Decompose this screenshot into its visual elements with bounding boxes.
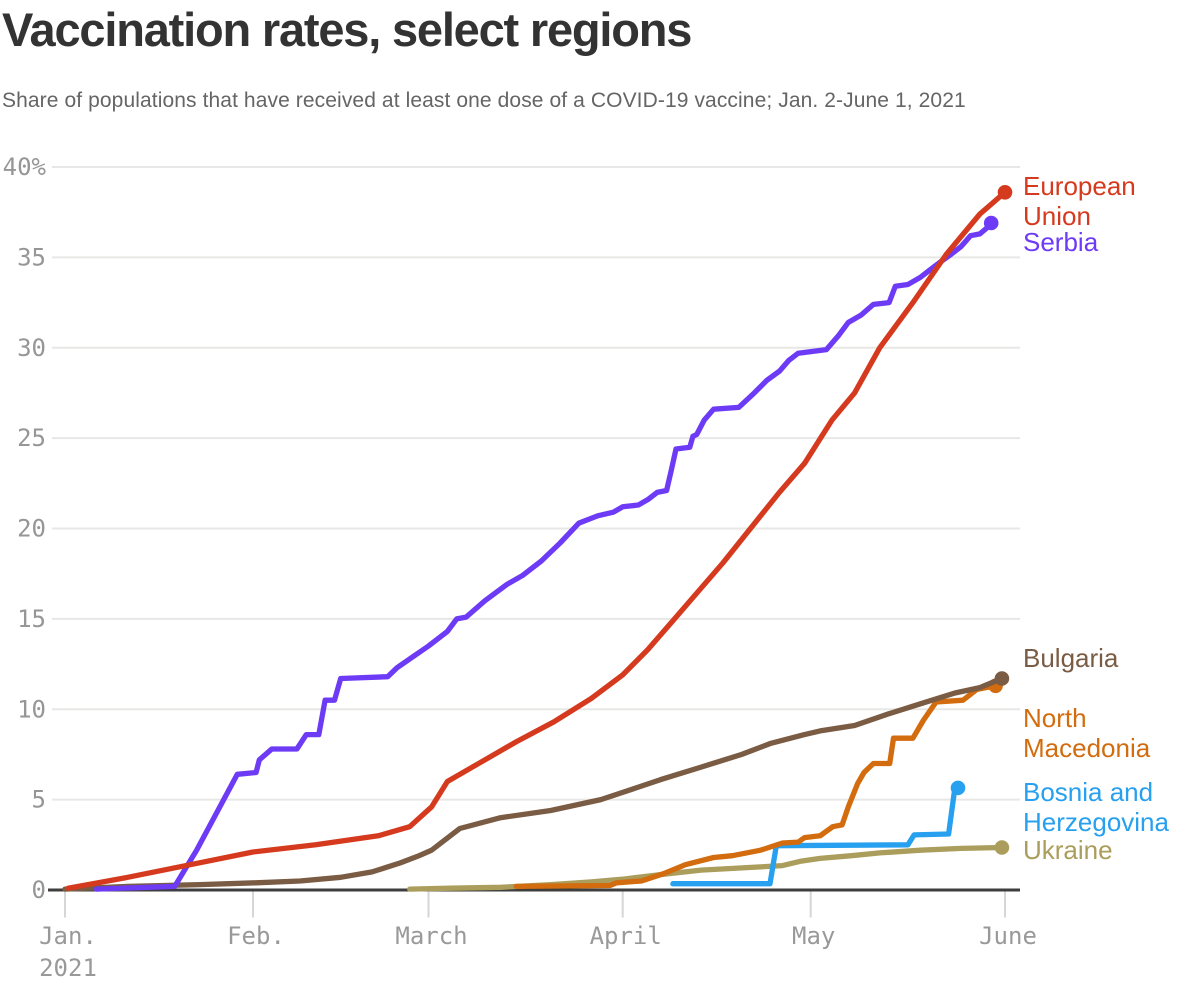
series-label-serbia: Serbia (1023, 227, 1098, 257)
x-tick-label-May: May (792, 922, 835, 950)
x-tick-label-March: March (395, 922, 467, 950)
series-line-serbia (93, 220, 994, 892)
x-tick-year-label: 2021 (39, 954, 97, 982)
series-label-line: North (1023, 703, 1087, 733)
series-label-line: Macedonia (1023, 733, 1151, 763)
x-axis-labels: Jan. 2021 Feb. March April May June (39, 922, 1037, 982)
y-tick-label-20: 20 (17, 515, 46, 543)
series-end-dot-ukraine (994, 840, 1010, 855)
y-tick-label-15: 15 (17, 605, 46, 633)
series-label-bulgaria: Bulgaria (1023, 643, 1118, 673)
series-line-european-union (65, 189, 1008, 891)
y-tick-label-40: 40% (3, 153, 47, 181)
y-tick-label-25: 25 (17, 424, 46, 452)
series-label-line: Bosnia and (1023, 777, 1154, 807)
y-tick-label-5: 5 (32, 786, 46, 814)
series-end-dot-serbia (983, 215, 999, 231)
series-line-bosnia-and-herzegovina (670, 785, 961, 887)
x-tick-marks (64, 891, 1006, 918)
series-label-ukraine: Ukraine (1023, 835, 1113, 865)
series-label-line: Union (1023, 201, 1091, 231)
chart-subtitle: Share of populations that have received … (2, 89, 966, 112)
series-end-dot-bulgaria (994, 671, 1010, 686)
y-tick-label-35: 35 (17, 243, 46, 271)
y-axis-labels: 0 5 10 15 20 25 30 35 40% (3, 153, 47, 904)
series-line-north-macedonia (513, 683, 999, 890)
x-tick-label-June: June (979, 922, 1037, 950)
chart-title: Vaccination rates, select regions (2, 3, 692, 56)
series-line-bulgaria (62, 675, 1005, 892)
y-tick-label-10: 10 (17, 695, 46, 723)
series-label-line: European (1023, 171, 1136, 201)
x-tick-label-April: April (590, 922, 662, 950)
series-end-dot-bosnia-and-herzegovina (950, 780, 966, 796)
series-label-bosnia-and-herzegovina: Bosnia and Herzegovina (1023, 777, 1169, 837)
series-label-line: Serbia (1023, 227, 1099, 257)
series-label-north-macedonia: North Macedonia (1023, 703, 1150, 763)
series-end-dot-european-union (997, 185, 1013, 200)
x-tick-label-Feb.: Feb. (227, 922, 285, 950)
series-label-line: Bulgaria (1023, 643, 1119, 673)
series-label-line: Ukraine (1023, 835, 1113, 865)
y-tick-label-30: 30 (17, 334, 46, 362)
y-gridlines (52, 166, 1020, 801)
x-tick-label-Jan.: Jan. (39, 922, 97, 950)
series-label-european-union: European Union (1023, 171, 1136, 231)
series-label-line: Herzegovina (1023, 807, 1169, 837)
y-tick-label-0: 0 (32, 876, 46, 904)
